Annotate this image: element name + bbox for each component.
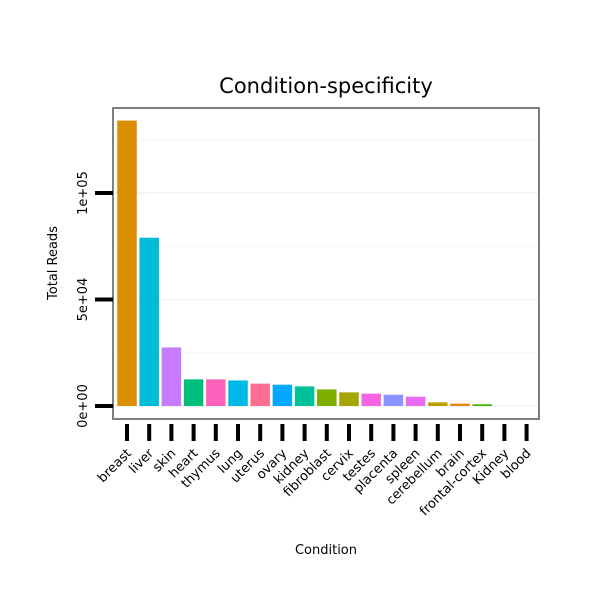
bar-cerebellum [428,402,448,406]
bar-heart [183,379,204,406]
bar-testes [361,393,381,406]
chart-title: Condition-specificity [219,74,433,98]
x-axis-title: Condition [295,543,357,558]
y-tick-label: 0e+00 [76,384,91,428]
bar-cervix [339,392,359,406]
plot-background [113,108,539,419]
bars [117,120,492,406]
bar-lung [228,380,248,406]
bar-breast [117,120,137,406]
bar-uterus [250,383,270,406]
bar-ovary [272,384,293,406]
bar-frontal-cortex [472,404,492,406]
y-tick-label: 1e+05 [76,171,91,215]
bar-thymus [206,379,226,406]
bar-spleen [405,396,426,406]
y-tick-label: 5e+04 [76,278,91,322]
x-axis: breastliverskinheartthymuslunguterusovar… [95,424,534,519]
bar-placenta [383,394,404,406]
plot-area [112,107,540,420]
bar-skin [161,347,182,406]
y-axis: 0e+00 5e+04 1e+05 [76,171,113,428]
y-axis-title: Total Reads [46,226,61,301]
plot-border [112,107,540,420]
bar-liver [139,237,159,406]
bar-brain [450,403,470,406]
bar-kidney [294,386,315,406]
bar-fibroblast [317,389,337,406]
